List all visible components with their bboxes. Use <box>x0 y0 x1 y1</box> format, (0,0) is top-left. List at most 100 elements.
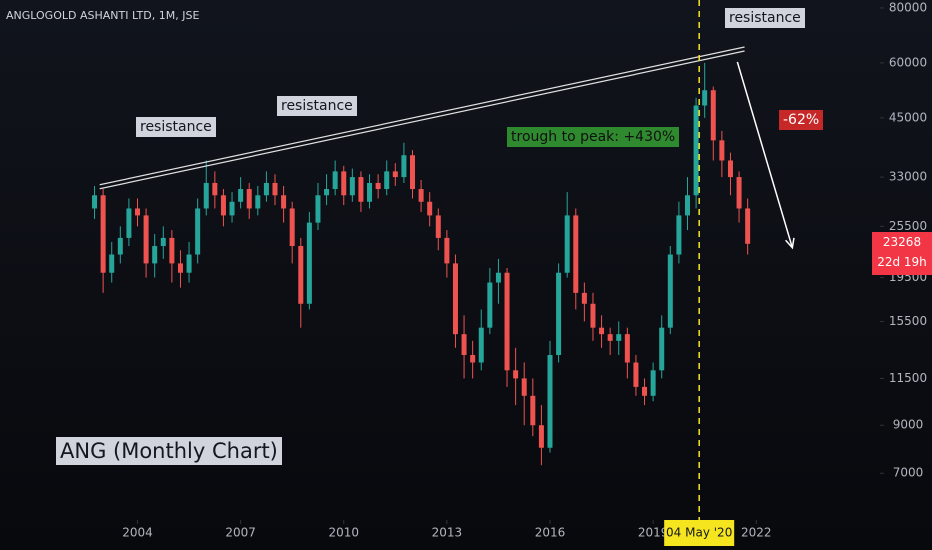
date-marker-box <box>664 520 735 546</box>
trendline <box>99 50 745 190</box>
price-label: 23268 22d 19h <box>872 232 932 275</box>
trendline <box>99 46 745 186</box>
candle-body <box>470 355 476 363</box>
chart-title: ANGLOGOLD ASHANTI LTD, 1M, JSE <box>6 9 199 22</box>
candle-body <box>599 327 605 335</box>
candle-body <box>616 334 622 341</box>
candle-body <box>504 272 510 371</box>
candle-body <box>392 171 398 178</box>
candle-body <box>427 201 433 216</box>
candle-body <box>238 189 244 202</box>
candle-body <box>693 105 699 196</box>
x-tick-label: 2013 <box>432 526 463 540</box>
candle-body <box>401 155 407 178</box>
candle-body <box>461 334 467 356</box>
candle-body <box>289 208 295 247</box>
candle-body <box>452 263 458 335</box>
candle-body <box>212 182 218 196</box>
x-tick-label: 2022 <box>741 526 772 540</box>
candle-body <box>229 201 235 216</box>
candle-body <box>521 378 527 396</box>
candle-body <box>685 195 690 216</box>
candle-body <box>418 189 424 202</box>
candle-body <box>435 215 441 238</box>
candle-body <box>487 282 493 328</box>
plot <box>92 46 795 466</box>
candle-body <box>710 90 716 141</box>
candle-body <box>702 90 708 106</box>
candle-body <box>444 237 450 264</box>
candle-body <box>727 160 733 178</box>
candle-body <box>195 208 201 255</box>
annotation: trough to peak: +430% <box>507 127 680 147</box>
x-tick-label: 2019 <box>638 526 669 540</box>
candle-body <box>143 215 149 264</box>
annotation: resistance <box>136 117 216 137</box>
candle-body <box>263 182 269 196</box>
candle-body <box>564 215 570 273</box>
y-tick-label: 11500 <box>889 371 927 385</box>
candle-body <box>177 263 183 273</box>
candle-body <box>513 370 519 379</box>
candle-body <box>367 182 373 202</box>
candle-body <box>152 246 158 264</box>
y-tick-label: 9000 <box>893 418 924 432</box>
candle-body <box>659 327 665 371</box>
watermark: ANG (Monthly Chart) <box>56 437 282 465</box>
y-tick-label: 7000 <box>893 466 924 480</box>
candle-body <box>169 237 175 264</box>
x-tick-label: 2004 <box>122 526 153 540</box>
candle-body <box>650 370 656 396</box>
candle-body <box>384 171 390 190</box>
candle-body <box>607 334 613 341</box>
candle-body <box>306 222 312 304</box>
candle-body <box>100 195 106 273</box>
candle-body <box>547 355 553 448</box>
candle-body <box>92 195 98 209</box>
candle-body <box>556 272 562 356</box>
annotation: -62% <box>779 110 824 130</box>
y-tick-label: 25500 <box>889 219 927 233</box>
y-tick-label: 15500 <box>889 314 927 328</box>
candle-body <box>126 208 132 238</box>
candle-body <box>410 155 415 190</box>
candle-body <box>281 195 287 209</box>
candle-body <box>624 334 630 363</box>
candle-body <box>478 327 484 363</box>
candle-body <box>736 177 742 209</box>
candle-body <box>203 182 209 209</box>
y-tick-label: 45000 <box>889 110 927 124</box>
candle-body <box>186 254 192 273</box>
candle-body <box>590 303 596 328</box>
candle-body <box>160 237 166 247</box>
candle-body <box>633 362 639 387</box>
candle-body <box>272 182 278 196</box>
annotation: resistance <box>277 96 357 116</box>
candle-body <box>375 182 381 190</box>
candle-body <box>298 246 304 304</box>
candle-body <box>117 237 123 255</box>
last-price: 23268 <box>882 235 922 249</box>
x-tick-label: 2016 <box>535 526 566 540</box>
candle-body <box>745 208 751 244</box>
candle-body <box>246 189 252 209</box>
candle-body <box>324 189 330 196</box>
candle-body <box>358 177 364 202</box>
x-tick-label: 2007 <box>225 526 256 540</box>
annotation: resistance <box>725 8 805 28</box>
candle-body <box>255 195 261 209</box>
y-tick-label: 60000 <box>889 55 927 69</box>
candle-body <box>530 395 536 426</box>
candle-body <box>538 425 544 448</box>
candle-body <box>341 171 347 196</box>
candle-body <box>667 254 673 328</box>
countdown: 22d 19h <box>877 255 927 269</box>
candle-body <box>676 215 682 255</box>
candle-body <box>349 177 355 196</box>
candle-body <box>581 292 587 304</box>
candle-body <box>495 272 501 283</box>
candle-body <box>573 215 579 293</box>
candle-body <box>315 195 321 223</box>
